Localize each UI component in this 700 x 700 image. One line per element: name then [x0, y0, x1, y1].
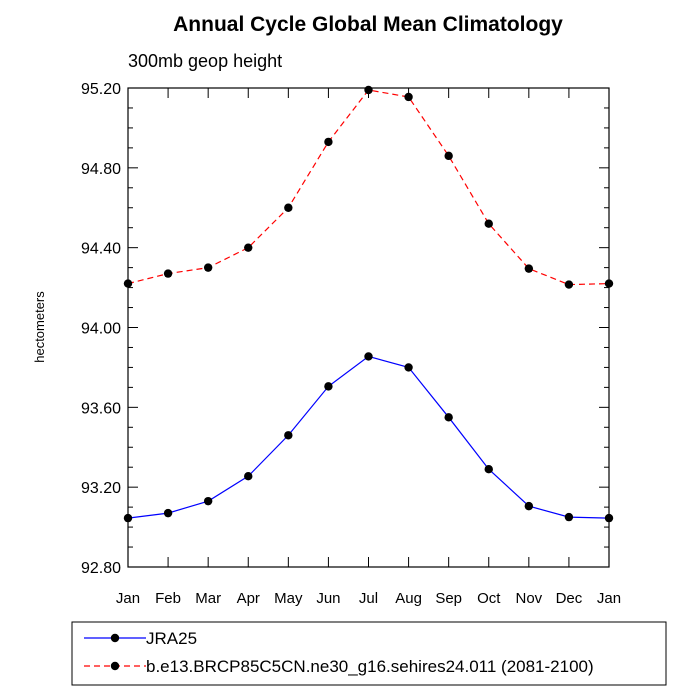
- series-layer: [123, 85, 614, 523]
- plot-frame: [127, 87, 610, 568]
- data-point: [484, 219, 493, 228]
- legend-item-2: b.e13.BRCP85C5CN.ne30_g16.sehires24.011 …: [84, 657, 594, 676]
- data-point: [444, 151, 453, 161]
- chart-subtitle: 300mb geop height: [128, 51, 282, 71]
- legend-marker: [110, 661, 120, 671]
- y-tick-label: 94.40: [81, 241, 121, 258]
- series-line: [127, 355, 610, 519]
- y-tick-label: 93.20: [81, 480, 121, 497]
- data-point: [444, 413, 453, 422]
- x-tick-label: Jul: [359, 590, 378, 607]
- series-1: [123, 352, 614, 523]
- x-tick-label: Jan: [116, 590, 140, 607]
- data-point: [244, 243, 253, 252]
- series-line: [127, 89, 610, 286]
- y-tick-label: 92.80: [81, 560, 121, 577]
- x-tick-label: Jun: [316, 590, 340, 607]
- y-tick-label: 93.60: [81, 400, 121, 417]
- x-tick-label: Aug: [395, 590, 422, 607]
- data-point: [163, 508, 173, 518]
- legend-marker: [110, 633, 120, 643]
- data-point: [564, 280, 574, 289]
- legend-items: JRA25 b.e13.BRCP85C5CN.ne30_g16.sehires24…: [84, 629, 594, 676]
- data-point: [404, 363, 413, 372]
- legend-label: b.e13.BRCP85C5CN.ne30_g16.sehires24.011 …: [146, 657, 594, 676]
- data-point: [484, 465, 493, 474]
- y-tick-label: 95.20: [81, 81, 121, 98]
- data-point: [284, 203, 293, 212]
- axes-layer: 92.80 93.20 93.60 94.00 94.40 94.80 95.20 Jan Fe…: [81, 81, 621, 607]
- series-2: [123, 85, 614, 289]
- legend-box: [71, 621, 667, 686]
- data-point: [524, 501, 534, 511]
- x-tick-label: Jan: [597, 590, 621, 607]
- data-point: [163, 269, 173, 278]
- y-tick-label: 94.00: [81, 321, 121, 338]
- legend-item-1: JRA25: [84, 629, 197, 648]
- y-tick-label: 94.80: [81, 161, 121, 178]
- legend: JRA25 b.e13.BRCP85C5CN.ne30_g16.sehires24…: [71, 621, 667, 686]
- x-tick-label: Sep: [435, 590, 462, 607]
- data-point: [203, 496, 213, 506]
- data-point: [364, 352, 373, 361]
- x-tick-label: May: [274, 590, 303, 607]
- chart-title: Annual Cycle Global Mean Climatology: [173, 13, 563, 36]
- legend-label: JRA25: [146, 629, 197, 648]
- data-point: [324, 137, 333, 147]
- x-tick-label: Dec: [556, 590, 583, 607]
- data-point: [244, 471, 253, 481]
- data-point: [324, 382, 333, 391]
- x-tick-label: Apr: [237, 590, 260, 607]
- x-tick-label: Mar: [195, 590, 221, 607]
- data-point: [524, 264, 534, 273]
- data-point: [284, 431, 293, 440]
- data-point: [203, 263, 213, 272]
- x-tick-label: Oct: [477, 590, 501, 607]
- data-point: [564, 512, 574, 522]
- y-axis-label: hectometers: [32, 291, 47, 363]
- x-tick-label: Nov: [515, 590, 542, 607]
- x-tick-label: Feb: [155, 590, 181, 607]
